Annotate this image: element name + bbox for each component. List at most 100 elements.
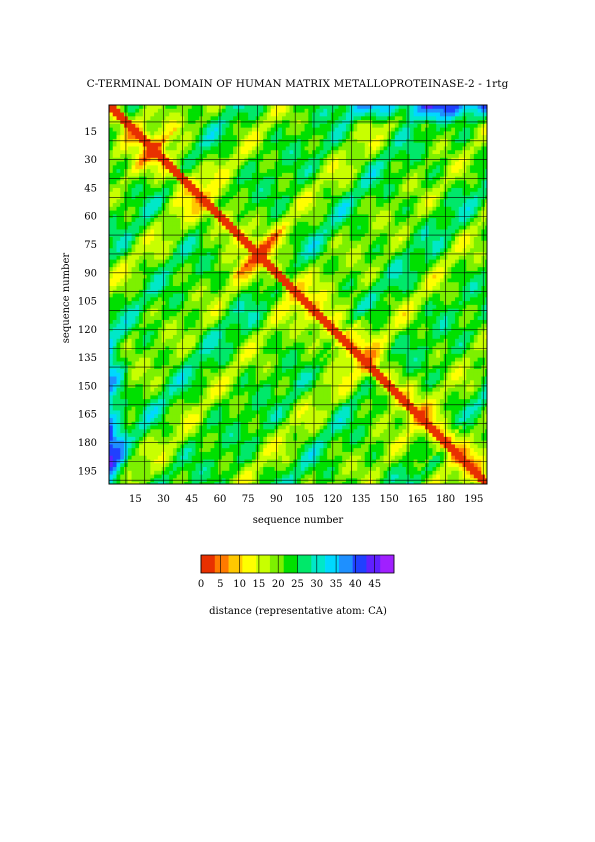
heatmap-cell xyxy=(210,286,215,291)
heatmap-cell xyxy=(135,187,140,193)
heatmap-cell xyxy=(289,206,294,211)
heatmap-cell xyxy=(157,255,163,261)
heatmap-cell xyxy=(282,172,287,178)
heatmap-cell xyxy=(285,203,290,208)
heatmap-cell xyxy=(248,203,253,208)
heatmap-cell xyxy=(282,184,287,189)
heatmap-cell xyxy=(135,165,140,170)
heatmap-cell xyxy=(127,278,132,283)
heatmap-cell xyxy=(120,286,125,291)
heatmap-cell xyxy=(165,123,170,129)
heatmap-cell xyxy=(203,455,208,460)
heatmap-cell xyxy=(206,429,211,434)
heatmap-cell xyxy=(165,116,170,121)
heatmap-cell xyxy=(251,180,257,185)
heatmap-cell xyxy=(157,372,163,377)
heatmap-cell xyxy=(214,286,219,291)
heatmap-cell xyxy=(289,131,294,136)
heatmap-cell xyxy=(259,474,264,479)
heatmap-cell xyxy=(154,169,159,174)
heatmap-cell xyxy=(259,282,264,287)
heatmap-cell xyxy=(289,342,294,347)
heatmap-cell xyxy=(240,146,245,151)
heatmap-cell xyxy=(139,387,144,393)
heatmap-cell xyxy=(251,406,257,411)
heatmap-cell xyxy=(157,414,163,419)
heatmap-cell xyxy=(248,425,253,430)
heatmap-cell xyxy=(172,470,178,475)
heatmap-cell xyxy=(139,259,144,264)
heatmap-cell xyxy=(229,203,234,208)
heatmap-cell xyxy=(225,123,230,129)
heatmap-cell xyxy=(112,161,117,166)
heatmap-cell xyxy=(285,267,290,272)
heatmap-cell xyxy=(135,297,140,302)
heatmap-cell xyxy=(165,470,170,475)
heatmap-cell xyxy=(240,286,245,291)
heatmap-cell xyxy=(240,131,245,136)
heatmap-cell xyxy=(270,418,275,423)
heatmap-cell xyxy=(139,142,144,147)
heatmap-cell xyxy=(109,372,114,377)
heatmap-cell xyxy=(266,418,272,423)
heatmap-cell xyxy=(248,146,253,151)
heatmap-cell xyxy=(270,161,275,166)
heatmap-cell xyxy=(139,335,144,340)
heatmap-cell xyxy=(184,470,189,475)
heatmap-cell xyxy=(244,448,249,453)
heatmap-cell xyxy=(229,191,234,196)
heatmap-cell xyxy=(109,225,114,230)
heatmap-cell xyxy=(112,376,117,381)
heatmap-cell xyxy=(184,387,189,393)
heatmap-cell xyxy=(240,105,245,110)
heatmap-cell xyxy=(139,444,144,449)
heatmap-cell xyxy=(165,267,170,272)
heatmap-cell xyxy=(172,372,178,377)
heatmap-cell xyxy=(127,112,132,117)
heatmap-cell xyxy=(206,350,211,355)
heatmap-cell xyxy=(244,425,249,430)
heatmap-cell xyxy=(191,433,196,438)
heatmap-cell xyxy=(221,425,226,430)
heatmap-cell xyxy=(266,301,272,306)
heatmap-cell xyxy=(210,323,215,328)
heatmap-cell xyxy=(176,203,181,208)
heatmap-cell xyxy=(278,444,283,449)
heatmap-cell xyxy=(229,165,234,170)
heatmap-cell xyxy=(109,286,114,291)
heatmap-cell xyxy=(172,210,178,215)
heatmap-cell xyxy=(251,414,257,419)
heatmap-cell xyxy=(233,451,238,457)
heatmap-cell xyxy=(187,142,193,147)
heatmap-cell xyxy=(285,429,290,434)
heatmap-cell xyxy=(131,169,136,174)
heatmap-cell xyxy=(248,286,253,291)
heatmap-cell xyxy=(112,116,117,121)
heatmap-cell xyxy=(165,301,170,306)
heatmap-cell xyxy=(150,180,155,185)
heatmap-cell xyxy=(244,418,249,423)
heatmap-cell xyxy=(187,180,193,185)
heatmap-cell xyxy=(135,395,140,400)
heatmap-cell xyxy=(154,482,159,484)
heatmap-cell xyxy=(251,187,257,193)
heatmap-cell xyxy=(131,293,136,298)
heatmap-cell xyxy=(127,146,132,151)
heatmap-cell xyxy=(109,387,114,393)
heatmap-cell xyxy=(214,444,219,449)
heatmap-cell xyxy=(225,482,230,484)
heatmap-cell xyxy=(120,368,125,374)
heatmap-cell xyxy=(120,338,125,343)
heatmap-cell xyxy=(139,304,144,310)
heatmap-cell xyxy=(251,236,257,242)
heatmap-cell xyxy=(112,255,117,261)
heatmap-cell xyxy=(278,301,283,306)
heatmap-cell xyxy=(270,108,275,113)
heatmap-cell xyxy=(210,380,215,385)
heatmap-cell xyxy=(221,146,226,151)
heatmap-cell xyxy=(135,199,140,204)
heatmap-cell xyxy=(221,304,226,310)
heatmap-cell xyxy=(203,474,208,479)
heatmap-cell xyxy=(112,244,117,249)
heatmap-cell xyxy=(233,319,238,325)
